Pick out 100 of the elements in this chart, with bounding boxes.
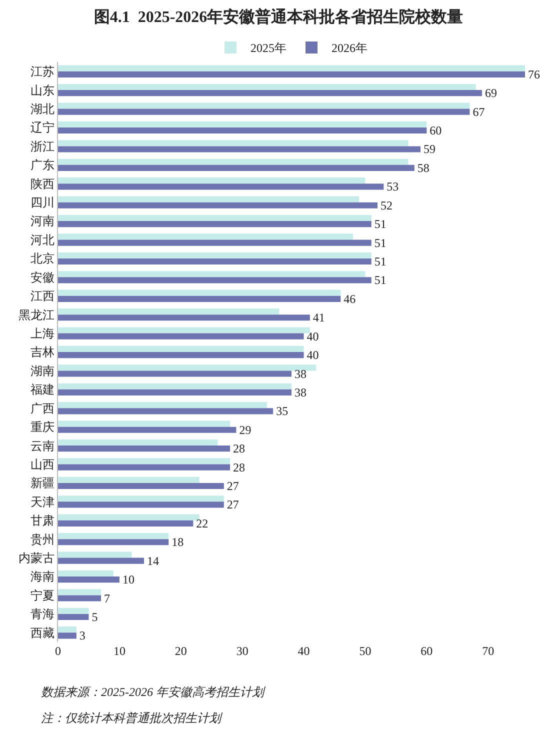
bar (58, 146, 421, 152)
bar (58, 314, 310, 321)
bar (58, 439, 218, 446)
bar (58, 121, 427, 128)
bar (58, 234, 353, 240)
y-tick-label: 江西 (30, 289, 55, 304)
bar (58, 408, 274, 414)
y-tick-label: 贵州 (30, 532, 55, 546)
bar (58, 539, 169, 546)
bar (58, 296, 341, 302)
bar (58, 90, 482, 96)
bar (58, 464, 230, 470)
y-tick-label: 北京 (30, 252, 55, 266)
x-tick-label: 40 (298, 644, 310, 658)
data-label: 38 (294, 366, 306, 381)
data-label: 3 (79, 628, 86, 643)
bar (58, 352, 304, 358)
data-label: 10 (122, 572, 134, 587)
data-label: 35 (276, 404, 288, 418)
data-label: 59 (424, 142, 436, 156)
y-tick-label: 西藏 (30, 626, 55, 640)
bar (58, 327, 310, 334)
bar (58, 84, 476, 90)
data-label: 28 (233, 460, 246, 474)
bar (58, 346, 304, 352)
y-tick-label: 安徽 (30, 270, 55, 284)
y-tick-label: 江苏 (30, 64, 55, 79)
bar (58, 402, 267, 408)
y-tick-label: 河南 (30, 214, 55, 228)
bar (58, 221, 372, 228)
data-label: 60 (430, 124, 442, 138)
bar (58, 196, 360, 202)
y-tick-label: 辽宁 (30, 120, 55, 135)
data-label: 29 (239, 422, 252, 437)
data-label: 52 (380, 198, 393, 212)
x-tick-label: 50 (359, 644, 372, 658)
data-label: 40 (306, 348, 319, 362)
y-tick-label: 海南 (30, 570, 55, 584)
bar (58, 178, 366, 184)
y-tick-label: 浙江 (30, 139, 55, 154)
bar (58, 164, 414, 171)
data-label: 22 (196, 516, 208, 530)
y-tick-label: 陕西 (30, 176, 55, 191)
bar (58, 420, 230, 427)
y-tick-label: 上海 (30, 326, 55, 340)
data-label: 51 (374, 273, 386, 288)
x-tick-label: 70 (482, 644, 494, 658)
y-tick-label: 广东 (30, 158, 55, 172)
text: 注：仅统计本科普通批次招生计划 (41, 711, 223, 725)
y-tick-label: 天津 (30, 494, 55, 509)
y-tick-label: 福建 (30, 382, 55, 397)
bar (58, 71, 525, 78)
bar (58, 533, 169, 540)
bar (58, 389, 292, 396)
data-label: 51 (374, 254, 386, 268)
y-tick-label: 宁夏 (30, 588, 55, 602)
x-tick-label: 10 (113, 644, 126, 658)
data-label: 58 (417, 160, 430, 175)
data-label: 41 (312, 310, 325, 325)
bar (58, 383, 292, 390)
data-label: 27 (226, 498, 239, 512)
bar (58, 364, 316, 371)
y-tick-label: 甘肃 (30, 514, 55, 528)
bar (58, 426, 236, 433)
data-label: 7 (104, 591, 110, 606)
y-tick-label: 广西 (30, 401, 55, 416)
y-tick-label: 内蒙古 (18, 551, 55, 566)
bar (58, 502, 224, 508)
bar (58, 127, 427, 134)
data-label: 38 (294, 385, 306, 400)
y-tick-label: 黑龙江 (18, 308, 55, 322)
bar (58, 446, 230, 452)
bar (58, 570, 114, 577)
bar (58, 514, 200, 520)
bar (58, 240, 372, 246)
bar (58, 589, 102, 596)
y-tick-label: 山东 (30, 83, 55, 98)
bar (58, 277, 372, 284)
data-label: 27 (226, 479, 239, 494)
data-label: 40 (306, 329, 319, 344)
data-label: 14 (147, 554, 160, 568)
data-label: 28 (233, 442, 246, 456)
bar (58, 202, 378, 208)
source-note: 数据来源：2025-2026 年安徽高考招生计划 (41, 685, 266, 699)
y-tick-label: 湖南 (30, 364, 55, 378)
data-label: 51 (374, 236, 386, 250)
bar (58, 626, 76, 633)
y-tick-label: 云南 (30, 438, 55, 453)
bar (58, 271, 366, 278)
bar (58, 65, 525, 72)
y-tick-label: 河北 (30, 232, 55, 247)
data-label: 5 (92, 610, 98, 624)
y-tick-label: 四川 (30, 196, 55, 210)
bar (58, 552, 132, 558)
bar (58, 370, 292, 377)
y-tick-label: 吉林 (30, 345, 55, 360)
data-label: 76 (528, 67, 540, 82)
data-label: 69 (484, 86, 497, 100)
legend-label: 2026年 (332, 41, 368, 56)
legend-label: 2025年 (250, 41, 286, 56)
